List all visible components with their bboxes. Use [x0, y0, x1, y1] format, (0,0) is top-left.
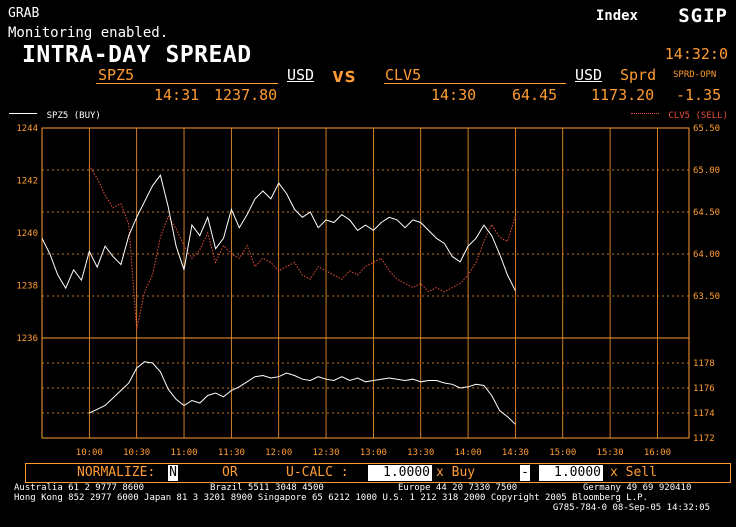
right-y-tick-label: 63.50: [693, 292, 720, 302]
calc-controls-bar: NORMALIZE: N OR U-CALC : 1.0000 x Buy - …: [25, 463, 731, 483]
left-y-tick-label: 1236: [16, 334, 38, 344]
legend-swatch-series2: [630, 113, 659, 114]
x-tick-label: 12:00: [265, 448, 292, 458]
index-code: SGIP: [678, 5, 728, 27]
legend-label-series2: CLV5 (SELL): [668, 111, 728, 121]
x-tick-label: 14:00: [455, 448, 482, 458]
footer-line3: G785-784-0 08-Sep-05 14:32:05: [552, 503, 710, 513]
spread-change: -1.35: [676, 86, 722, 104]
right-price: 64.45: [512, 86, 558, 104]
legend-label-series1: SPZ5 (BUY): [46, 111, 101, 121]
x-tick-label: 13:30: [407, 448, 434, 458]
lower-y-tick-label: 1174: [693, 409, 715, 419]
or-label: OR: [222, 465, 238, 480]
lower-y-tick-label: 1172: [693, 434, 715, 444]
left-y-tick-label: 1238: [16, 282, 38, 292]
right-time: 14:30: [431, 86, 477, 104]
x-tick-label: 10:30: [123, 448, 150, 458]
series-spz5-line: [41, 174, 516, 292]
left-currency: USD: [287, 66, 315, 84]
left-price: 1237.80: [214, 86, 278, 104]
ucalc-label: U-CALC :: [286, 465, 349, 480]
left-y-tick-label: 1244: [16, 124, 38, 134]
right-ticker[interactable]: CLV5: [385, 66, 422, 84]
x-tick-label: 16:00: [644, 448, 671, 458]
x-tick-label: 14:30: [502, 448, 529, 458]
header-time: 14:32:0: [664, 45, 728, 63]
footer-line1-right1: Europe 44 20 7330 7500: [398, 483, 518, 493]
lower-y-tick-label: 1176: [693, 384, 715, 394]
buy-multiplier-input[interactable]: 1.0000: [368, 465, 432, 481]
page-title: INTRA-DAY SPREAD: [22, 42, 252, 68]
x-tick-label: 11:00: [170, 448, 197, 458]
x-tick-label: 10:00: [76, 448, 103, 458]
minus-operator[interactable]: -: [520, 465, 530, 481]
status-message: Monitoring enabled.: [8, 25, 169, 41]
legend-swatch-series1: [9, 113, 37, 114]
spread-label: Sprd: [620, 66, 657, 84]
x-tick-label: 11:30: [218, 448, 245, 458]
buy-label: x Buy: [436, 465, 476, 480]
left-ticker-underline: [96, 83, 278, 84]
right-y-tick-label: 64.50: [693, 208, 720, 218]
right-y-tick-label: 65.00: [693, 166, 720, 176]
lower-panel-frame: [41, 337, 690, 439]
spread-value: 1173.20: [591, 86, 655, 104]
lower-y-tick-label: 1178: [693, 359, 715, 369]
upper-panel-frame: [41, 127, 690, 339]
spread-open-label: SPRD-OPN: [673, 70, 717, 80]
right-y-tick-label: 65.50: [693, 124, 720, 134]
series-clv5-line: [88, 165, 516, 330]
footer-line1-mid: Brazil 5511 3048 4500: [210, 483, 324, 493]
x-tick-label: 15:30: [597, 448, 624, 458]
left-ticker[interactable]: SPZ5: [98, 66, 135, 84]
footer-line1-right2: Germany 49 69 920410: [583, 483, 692, 493]
right-ticker-underline: [384, 83, 566, 84]
x-tick-label: 15:00: [549, 448, 576, 458]
right-currency: USD: [575, 66, 603, 84]
left-time: 14:31: [154, 86, 200, 104]
left-y-tick-label: 1240: [16, 229, 38, 239]
x-tick-label: 12:30: [313, 448, 340, 458]
legend-series2: CLV5 (SELL): [630, 103, 728, 122]
footer-line2: Hong Kong 852 2977 6000 Japan 81 3 3201 …: [14, 493, 648, 503]
series-spread-line: [89, 361, 516, 425]
vs-label: vs: [332, 63, 357, 87]
index-label: Index: [595, 8, 638, 24]
normalize-input[interactable]: N: [168, 465, 178, 481]
spread-chart[interactable]: 10:00 10:30 11:00 11:30 12:00 12:30 13:00 13:30…: [0, 0, 736, 462]
normalize-label: NORMALIZE:: [77, 465, 156, 480]
legend-series1: SPZ5 (BUY): [9, 103, 101, 122]
x-tick-label: 13:00: [360, 448, 387, 458]
right-y-tick-label: 64.00: [693, 250, 720, 260]
sell-multiplier-input[interactable]: 1.0000: [539, 465, 603, 481]
left-y-tick-label: 1242: [16, 177, 38, 187]
sell-label: x Sell: [610, 465, 657, 480]
app-code: GRAB: [8, 6, 40, 21]
footer-line1-left: Australia 61 2 9777 8600: [14, 483, 145, 493]
